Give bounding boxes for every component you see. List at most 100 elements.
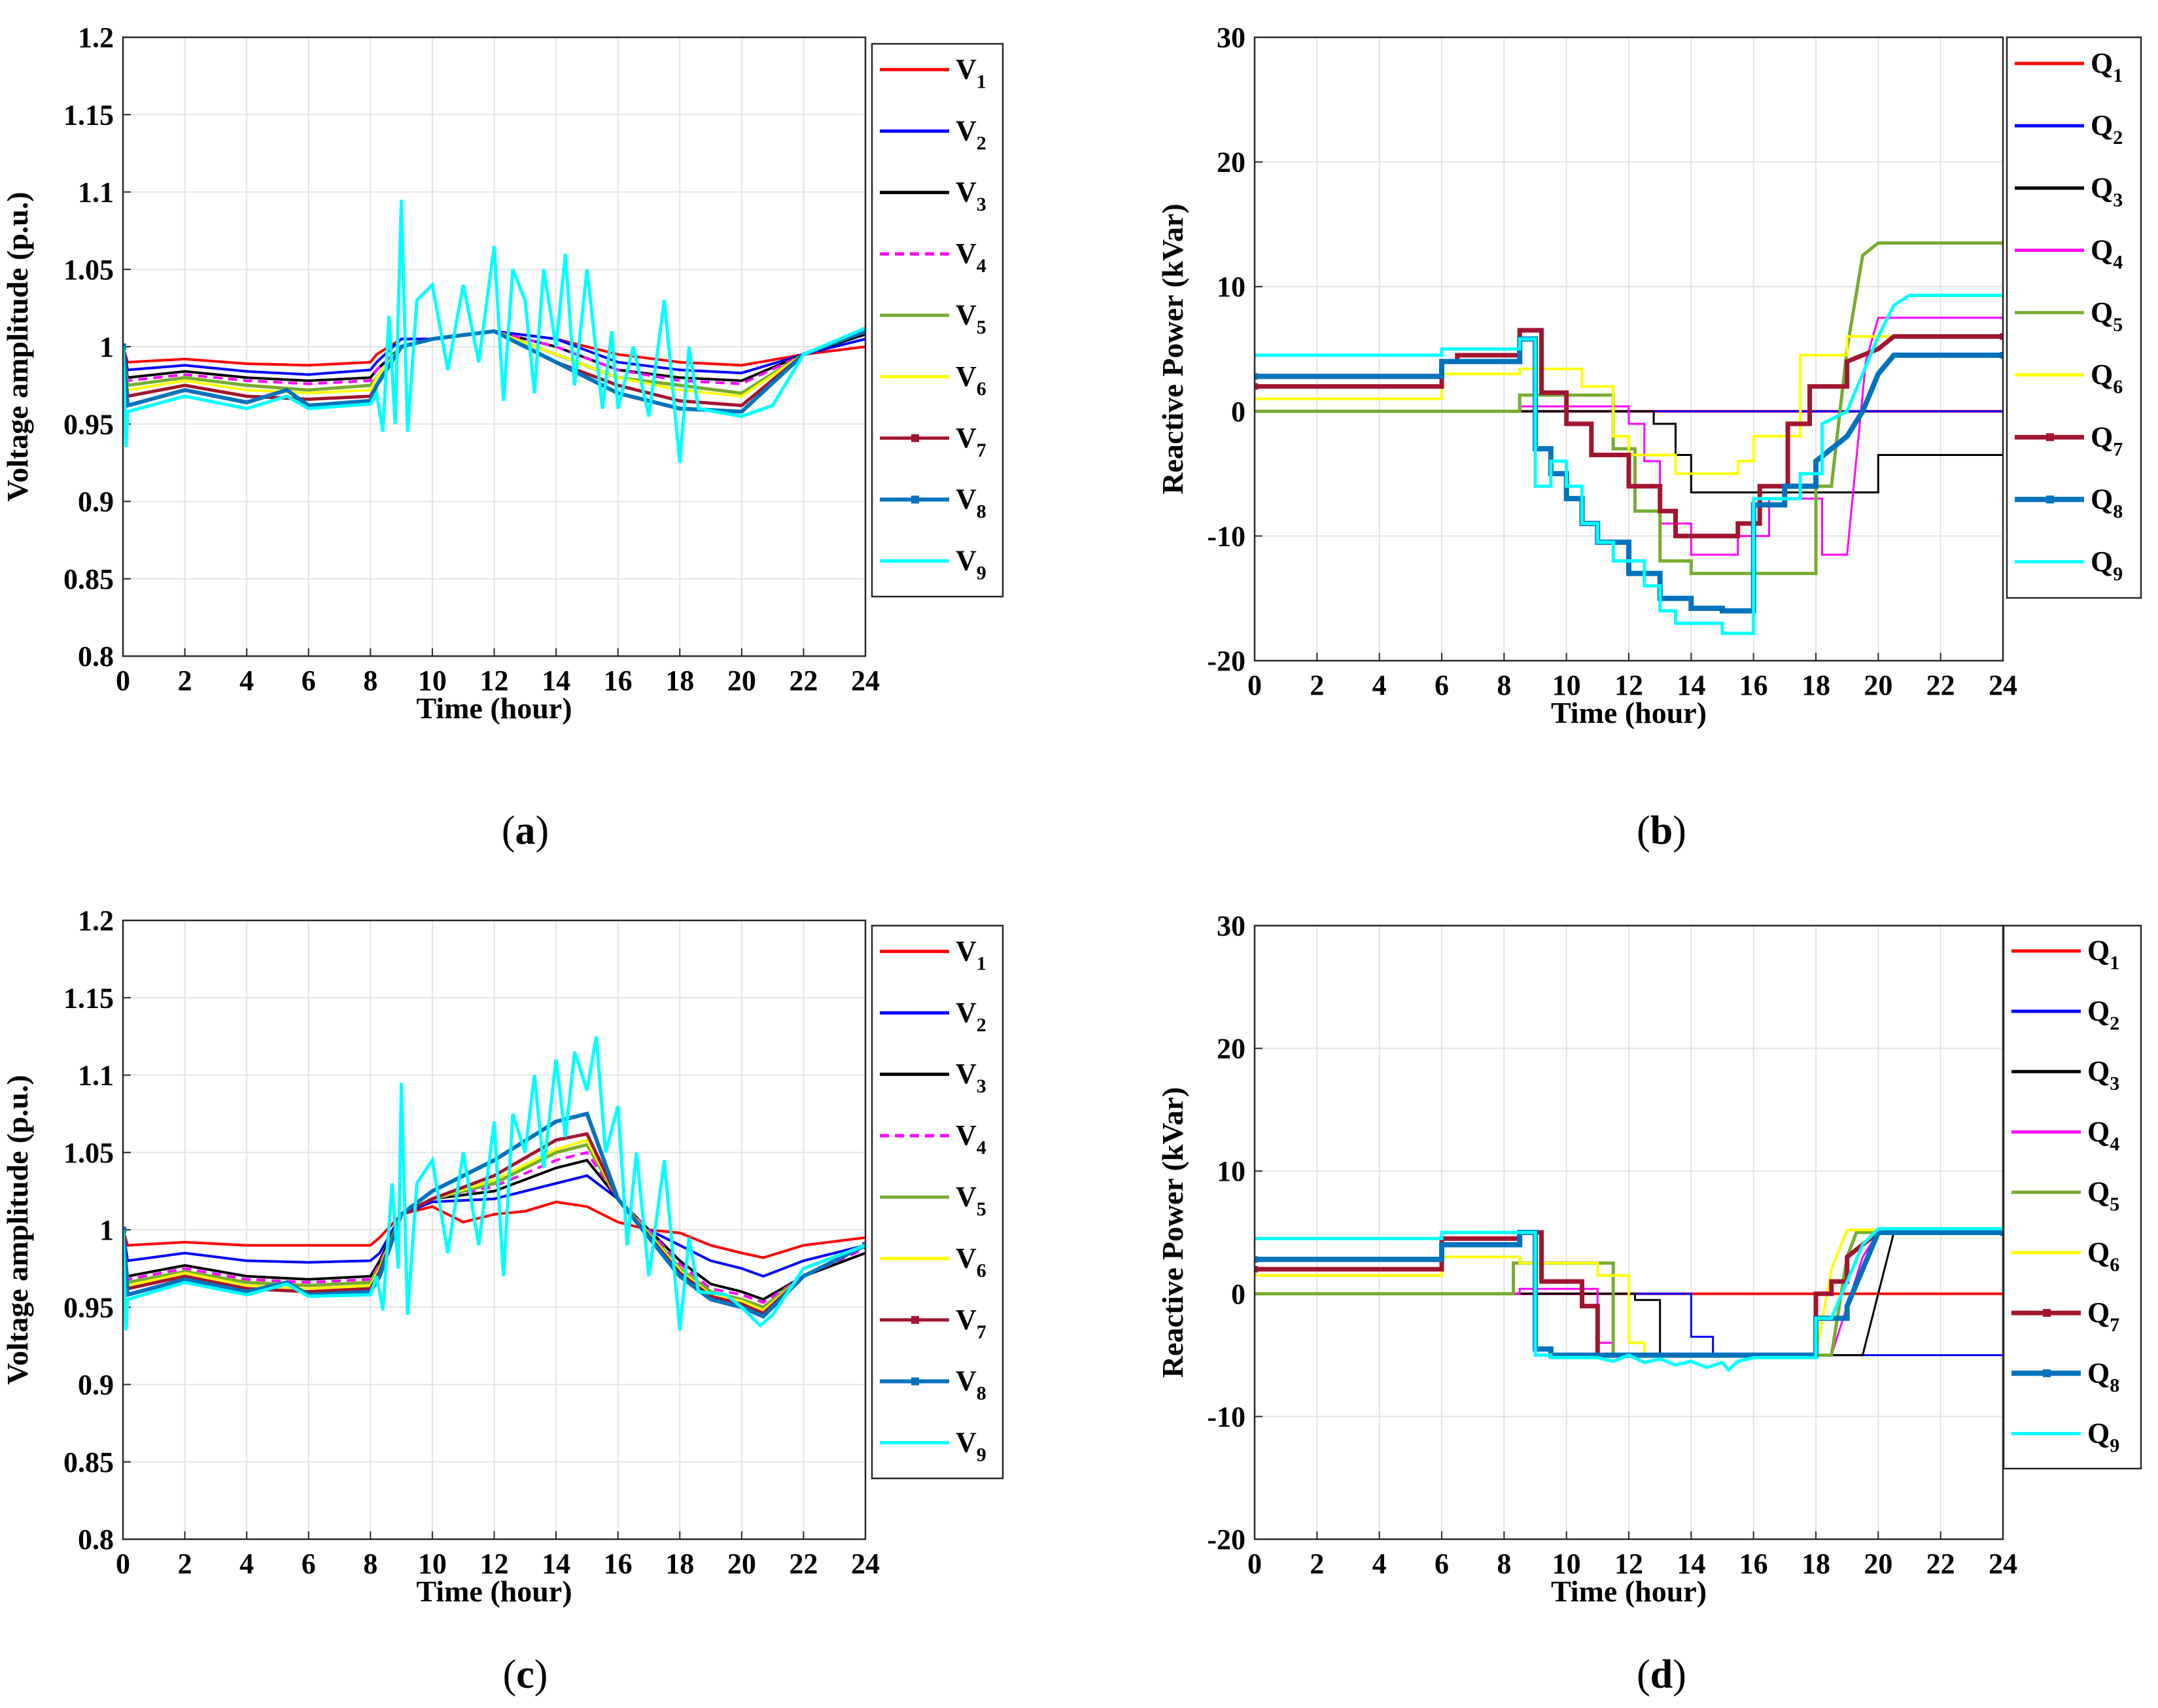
x-tick-label: 22 xyxy=(789,1548,818,1580)
y-tick-label: 0.85 xyxy=(63,563,114,595)
legend-symbol: Q xyxy=(2091,109,2113,141)
x-tick-label: 2 xyxy=(1310,1548,1324,1580)
x-tick-label: 2 xyxy=(178,665,192,697)
x-axis-label: Time (hour) xyxy=(1551,1575,1707,1608)
legend-subscript: 8 xyxy=(2110,1374,2119,1396)
legend-symbol: Q xyxy=(2091,171,2113,203)
legend-label-v4: V4 xyxy=(956,1119,986,1159)
x-axis-label: Time (hour) xyxy=(416,691,572,725)
legend-symbol: V xyxy=(956,176,977,208)
x-tick-label: 24 xyxy=(1989,669,2017,701)
legend-symbol: V xyxy=(956,996,977,1028)
legend-subscript: 5 xyxy=(2113,314,2123,336)
legend-label-q6: Q6 xyxy=(2087,1236,2119,1276)
legend-subscript: 2 xyxy=(2113,127,2123,148)
legend-label-v7: V7 xyxy=(956,422,986,461)
legend-label-q3: Q3 xyxy=(2087,1055,2119,1094)
legend-label-q1: Q1 xyxy=(2087,935,2119,974)
legend-label-q2: Q2 xyxy=(2091,109,2123,148)
legend-subscript: 3 xyxy=(2110,1073,2119,1094)
legend-label-v3: V3 xyxy=(956,1058,986,1097)
x-tick-label: 24 xyxy=(851,665,880,697)
series-marker-q7 xyxy=(2000,333,2003,340)
series-line-v3 xyxy=(123,1159,865,1301)
x-tick-label: 20 xyxy=(727,1548,756,1580)
legend-symbol: V xyxy=(956,114,977,147)
y-tick-label: 0.8 xyxy=(78,1524,114,1556)
legend-subscript: 7 xyxy=(2113,438,2123,460)
series-line-v9 xyxy=(123,1036,865,1331)
y-tick-label: 0.9 xyxy=(78,1369,114,1401)
x-tick-label: 8 xyxy=(1497,1548,1511,1580)
x-tick-label: 16 xyxy=(1739,1548,1768,1580)
legend-marker xyxy=(911,434,919,442)
series-line-v6 xyxy=(123,1138,865,1312)
legend-subscript: 4 xyxy=(2113,252,2123,273)
legend-subscript: 3 xyxy=(977,1075,986,1097)
legend-subscript: 2 xyxy=(2110,1013,2119,1034)
series-group xyxy=(123,1036,865,1331)
legend-label-q8: Q8 xyxy=(2091,483,2123,523)
legend-subscript: 7 xyxy=(2110,1314,2119,1336)
x-tick-label: 12 xyxy=(480,665,509,697)
x-tick-label: 6 xyxy=(302,665,316,697)
caption-c: (c) xyxy=(503,1652,548,1697)
y-tick-label: 1.2 xyxy=(78,22,114,54)
legend-subscript: 8 xyxy=(2113,501,2123,523)
legend-symbol: Q xyxy=(2087,1297,2110,1329)
series-line-v9 xyxy=(123,200,865,463)
legend-label-q9: Q9 xyxy=(2087,1418,2119,1457)
legend-label-q5: Q5 xyxy=(2087,1176,2119,1215)
x-tick-label: 2 xyxy=(178,1548,192,1580)
legend-symbol: Q xyxy=(2087,995,2110,1027)
legend-label-v9: V9 xyxy=(956,545,986,584)
legend-subscript: 8 xyxy=(977,501,986,523)
x-tick-label: 6 xyxy=(1435,669,1449,701)
legend-label-v1: V1 xyxy=(956,935,986,974)
legend-label-q3: Q3 xyxy=(2091,171,2123,211)
legend-symbol: V xyxy=(956,545,977,577)
series-marker-q7 xyxy=(1255,1266,1258,1273)
y-tick-label: 1.15 xyxy=(63,99,114,131)
legend-label-q9: Q9 xyxy=(2091,546,2123,585)
legend-label-q7: Q7 xyxy=(2087,1297,2119,1336)
series-line-q9 xyxy=(1255,294,2003,635)
x-tick-label: 20 xyxy=(1864,1548,1892,1580)
series-line-q4 xyxy=(1255,317,2003,556)
y-tick-label: 0 xyxy=(1231,1278,1245,1310)
x-tick-label: 14 xyxy=(1677,669,1705,701)
legend-box xyxy=(871,43,1004,598)
series-line-v8 xyxy=(123,1111,865,1319)
legend-label-v2: V2 xyxy=(956,114,986,154)
series-line-q9 xyxy=(1255,1227,2003,1372)
series-line-v5 xyxy=(123,1143,865,1310)
legend-symbol: Q xyxy=(2091,47,2113,79)
legend-symbol: V xyxy=(956,935,977,967)
plot-frame xyxy=(122,919,867,1541)
legend-marker xyxy=(2046,495,2054,504)
legend-label-q8: Q8 xyxy=(2087,1357,2119,1396)
caption-d: (d) xyxy=(1637,1652,1686,1697)
y-axis-label: Reactive Power (kVar) xyxy=(1156,1087,1189,1378)
y-tick-label: 0.8 xyxy=(78,640,114,672)
series-line-q6 xyxy=(1255,335,2003,476)
x-tick-label: 12 xyxy=(1614,1548,1643,1580)
x-tick-label: 6 xyxy=(302,1548,316,1580)
legend-marker xyxy=(911,1377,919,1386)
series-line-q5 xyxy=(1255,241,2003,576)
legend-subscript: 5 xyxy=(977,317,986,338)
x-tick-label: 18 xyxy=(665,665,694,697)
x-tick-label: 10 xyxy=(418,1548,447,1580)
legend-label-v8: V8 xyxy=(956,1365,986,1404)
legend-marker xyxy=(2046,433,2054,442)
legend-subscript: 1 xyxy=(977,952,986,974)
y-tick-label: 0.95 xyxy=(63,1291,114,1323)
x-tick-label: 0 xyxy=(1247,669,1262,701)
x-tick-label: 14 xyxy=(542,665,570,697)
legend-subscript: 3 xyxy=(977,194,986,215)
legend-label-v8: V8 xyxy=(956,483,986,523)
